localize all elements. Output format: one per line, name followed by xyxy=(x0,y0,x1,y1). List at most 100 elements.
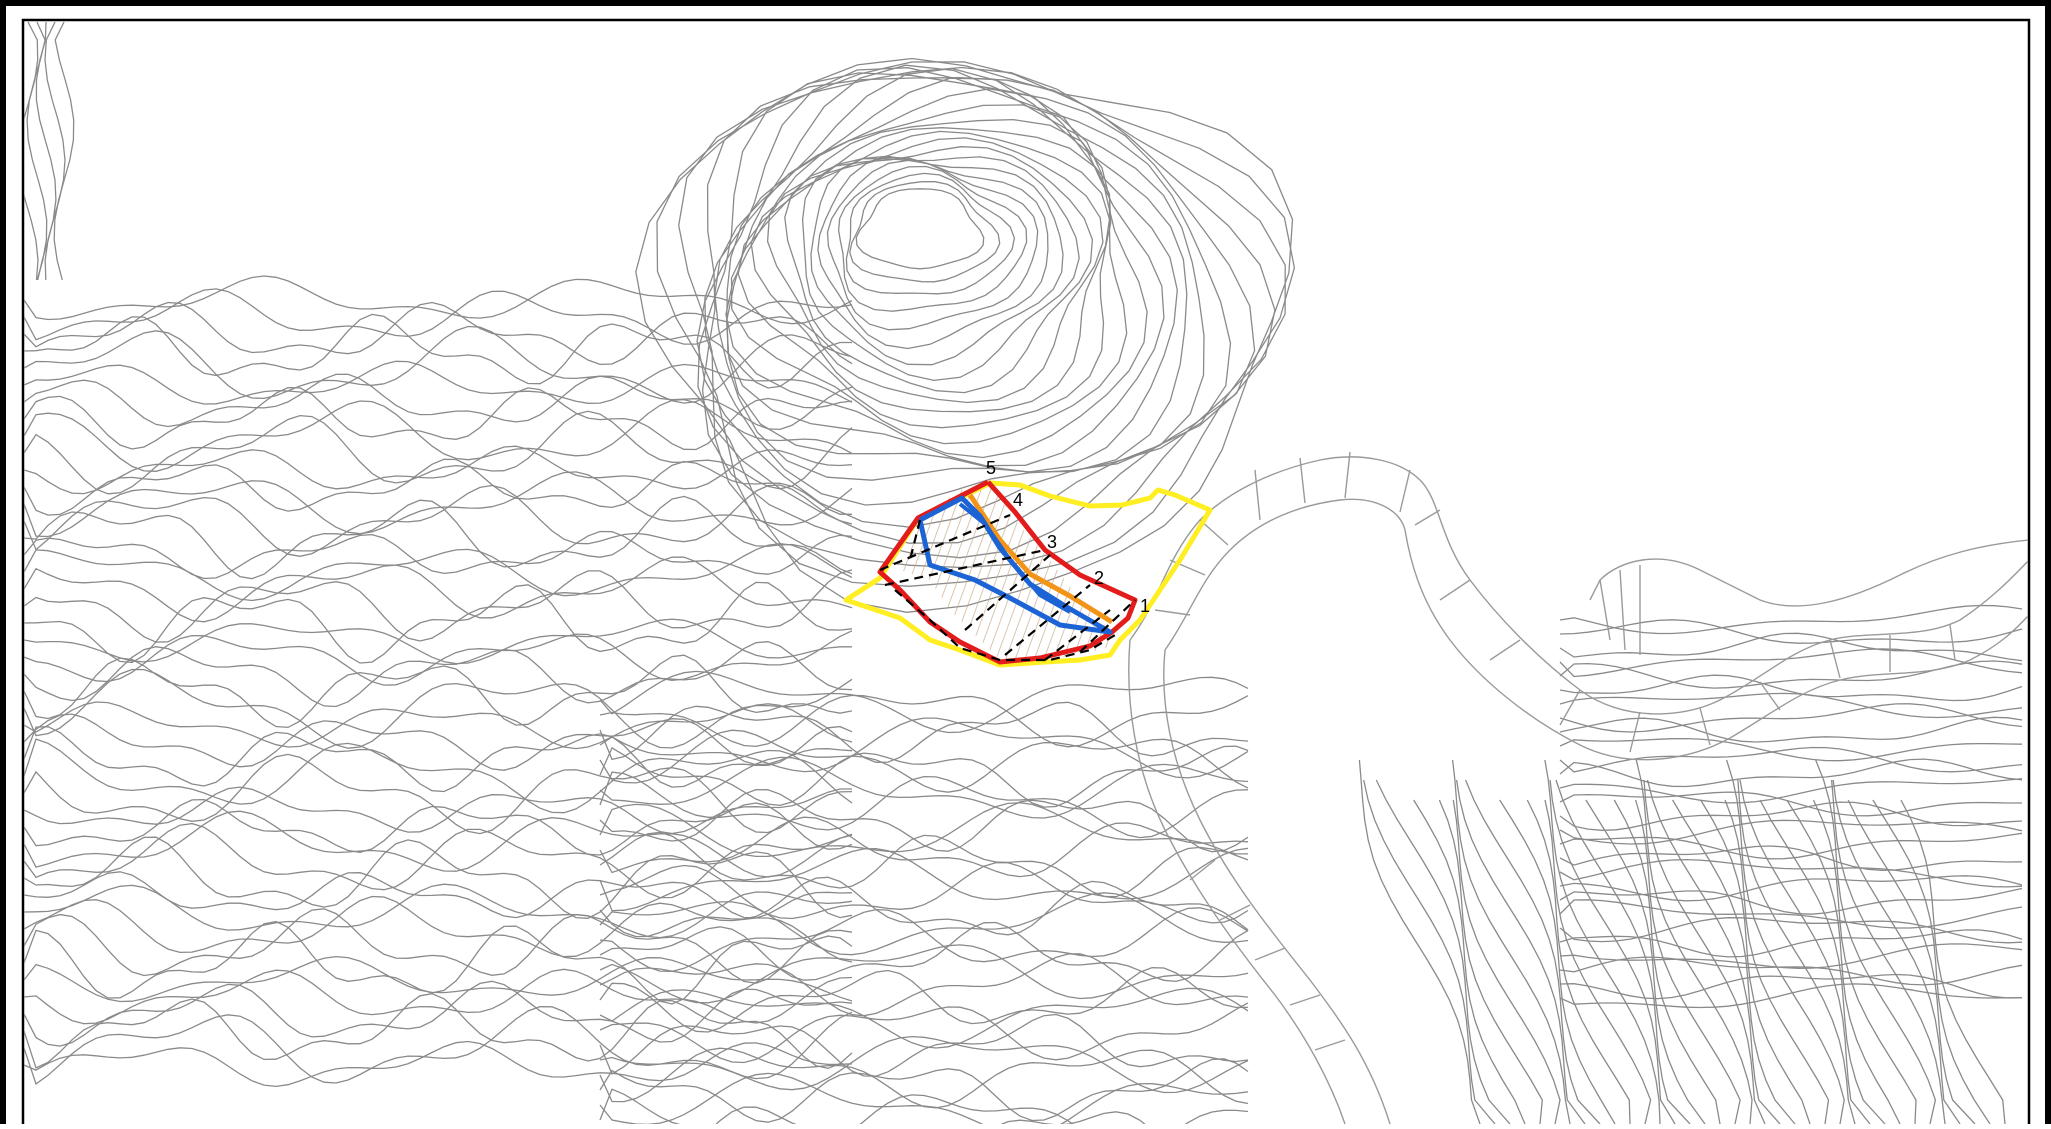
outer-zone-boundary[interactable] xyxy=(843,480,1213,668)
contour-line xyxy=(24,313,852,389)
contour-line xyxy=(599,953,1249,1017)
contour-line xyxy=(24,810,853,878)
contour-line xyxy=(24,288,853,345)
contour-line xyxy=(656,61,1296,587)
contour-line xyxy=(1700,799,1811,1124)
section-label-2: 2 xyxy=(1094,568,1104,588)
road-network xyxy=(1128,451,2028,1124)
contour-line xyxy=(1812,799,1917,1124)
contour-lines-east-slope xyxy=(1358,759,2006,1124)
contour-line xyxy=(1847,799,1976,1124)
contour-line xyxy=(24,738,853,814)
contour-line xyxy=(24,530,853,580)
contour-line xyxy=(24,641,853,708)
contour-line xyxy=(24,581,853,664)
contour-line xyxy=(24,895,853,963)
contour-line xyxy=(1900,799,2006,1124)
contour-line xyxy=(1559,674,2023,702)
contour-line xyxy=(1559,819,2023,845)
contour-line xyxy=(1559,648,2023,678)
warning-zone-boundary[interactable] xyxy=(967,493,1114,625)
contour-line xyxy=(1413,799,1526,1124)
contour-line xyxy=(1559,956,2023,986)
contour-line xyxy=(24,713,853,771)
contour-line xyxy=(766,137,1104,404)
contour-lines-west-edge xyxy=(24,22,75,281)
contour-line xyxy=(1375,779,1511,1124)
contour-line xyxy=(24,980,853,1047)
contour-line xyxy=(24,495,853,580)
contour-line xyxy=(1559,746,2023,773)
contour-line xyxy=(1635,759,1753,1124)
contour-line xyxy=(726,88,1165,467)
contour-line xyxy=(750,130,1111,413)
contour-line xyxy=(599,1002,1249,1064)
contour-line xyxy=(24,753,853,835)
core-zone-boundary[interactable] xyxy=(917,495,1113,635)
contour-line xyxy=(24,725,853,793)
contour-line xyxy=(849,181,1001,283)
contour-line xyxy=(1559,660,2023,689)
contour-line xyxy=(53,22,75,281)
contour-line xyxy=(1815,759,1937,1124)
contour-line xyxy=(1559,875,2023,902)
contour-line xyxy=(737,127,1112,429)
contour-line xyxy=(1725,759,1845,1124)
contour-line xyxy=(599,701,1249,763)
contour-line xyxy=(599,729,1249,793)
contour-line xyxy=(1559,758,2023,788)
contour-line xyxy=(599,944,1249,1004)
contour-line xyxy=(24,798,853,856)
contour-line xyxy=(1559,917,2023,944)
contour-line xyxy=(599,694,1249,748)
contour-line xyxy=(24,1006,853,1085)
section-lines xyxy=(879,513,1136,662)
contour-line xyxy=(1549,779,1676,1124)
contour-line xyxy=(24,542,853,602)
contour-line xyxy=(599,907,1249,973)
contour-line xyxy=(1559,692,2023,719)
contour-line xyxy=(26,22,48,281)
contour-line xyxy=(1559,929,2023,958)
contour-line xyxy=(599,861,1249,924)
contour-line xyxy=(1544,799,1652,1124)
contour-line xyxy=(24,386,853,451)
contour-line xyxy=(810,155,1064,366)
contour-line xyxy=(599,771,1249,839)
contour-line xyxy=(1559,845,2023,872)
contour-line xyxy=(855,188,985,270)
contour-line xyxy=(726,77,1178,473)
contour-line xyxy=(24,701,853,750)
section-label-4: 4 xyxy=(1013,490,1023,510)
contour-line xyxy=(1559,943,2023,969)
contour-line xyxy=(24,22,39,281)
contour-line xyxy=(599,745,1249,808)
contour-line xyxy=(599,831,1249,898)
contour-line xyxy=(24,360,853,405)
contour-line xyxy=(599,1013,1249,1077)
contour-line xyxy=(1438,799,1543,1124)
contour-line xyxy=(599,892,1249,956)
contour-line xyxy=(704,64,1205,506)
contour-line xyxy=(837,165,1028,312)
contour-line xyxy=(599,670,1249,734)
contour-line xyxy=(599,1047,1249,1109)
landslide-zones[interactable] xyxy=(843,479,1213,668)
contour-line xyxy=(24,1040,853,1088)
section-labels: 1 2 3 4 5 xyxy=(986,458,1150,616)
contour-line xyxy=(599,788,1249,853)
contour-line xyxy=(1872,799,1991,1124)
contour-line xyxy=(696,67,1232,528)
contour-line xyxy=(1737,779,1856,1124)
contour-line xyxy=(24,398,853,472)
contour-line xyxy=(1559,983,2023,1009)
contour-lines-northeast-terrace xyxy=(1559,604,2023,1009)
section-label-3: 3 xyxy=(1047,532,1057,552)
contour-line xyxy=(24,668,853,749)
contour-line xyxy=(24,654,853,729)
contour-lines-central-hill xyxy=(635,57,1296,613)
contour-line xyxy=(1830,779,1946,1124)
danger-zone-boundary[interactable] xyxy=(877,479,1138,665)
contour-line xyxy=(24,836,853,919)
